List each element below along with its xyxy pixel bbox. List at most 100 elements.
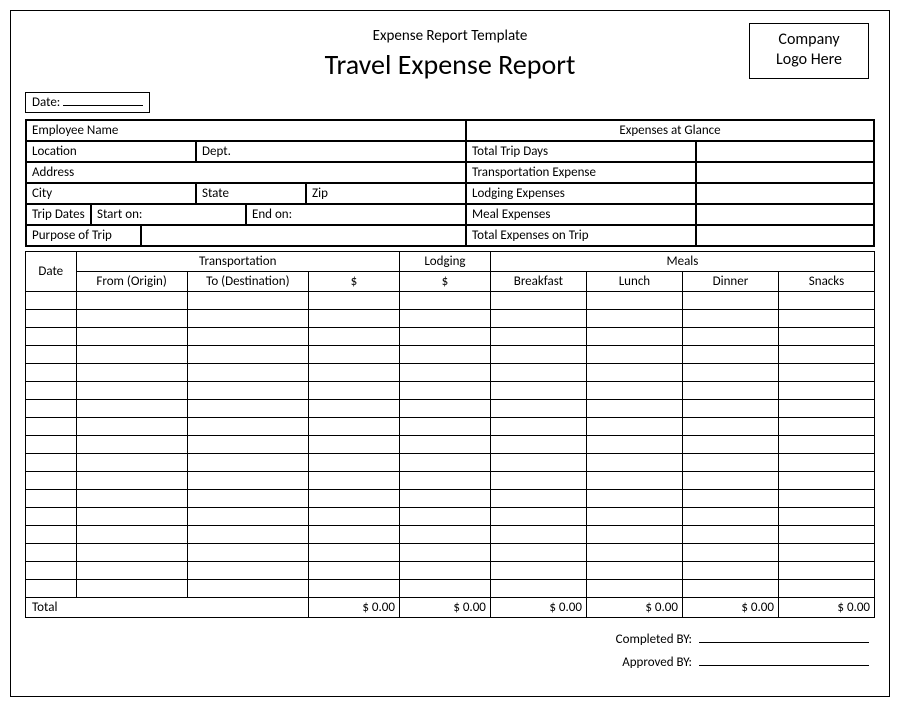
table-cell[interactable]: [187, 490, 308, 508]
table-cell[interactable]: [490, 310, 586, 328]
table-cell[interactable]: [586, 310, 682, 328]
table-cell[interactable]: [26, 310, 77, 328]
table-cell[interactable]: [399, 436, 490, 454]
table-cell[interactable]: [682, 454, 778, 472]
table-row[interactable]: [26, 580, 875, 598]
table-cell[interactable]: [490, 382, 586, 400]
table-cell[interactable]: [682, 490, 778, 508]
table-cell[interactable]: [490, 544, 586, 562]
table-cell[interactable]: [490, 400, 586, 418]
table-cell[interactable]: [187, 580, 308, 598]
table-row[interactable]: [26, 544, 875, 562]
table-cell[interactable]: [586, 418, 682, 436]
table-cell[interactable]: [490, 508, 586, 526]
table-cell[interactable]: [778, 490, 874, 508]
table-cell[interactable]: [26, 544, 77, 562]
table-cell[interactable]: [308, 346, 399, 364]
table-cell[interactable]: [399, 310, 490, 328]
table-cell[interactable]: [76, 292, 187, 310]
table-cell[interactable]: [490, 292, 586, 310]
table-cell[interactable]: [399, 382, 490, 400]
table-cell[interactable]: [490, 490, 586, 508]
table-cell[interactable]: [308, 382, 399, 400]
table-cell[interactable]: [778, 526, 874, 544]
table-cell[interactable]: [187, 418, 308, 436]
table-cell[interactable]: [399, 454, 490, 472]
table-cell[interactable]: [490, 436, 586, 454]
table-cell[interactable]: [778, 328, 874, 346]
table-cell[interactable]: [399, 490, 490, 508]
table-cell[interactable]: [308, 454, 399, 472]
table-cell[interactable]: [187, 472, 308, 490]
table-cell[interactable]: [490, 364, 586, 382]
table-cell[interactable]: [308, 580, 399, 598]
table-cell[interactable]: [682, 580, 778, 598]
table-cell[interactable]: [76, 562, 187, 580]
table-cell[interactable]: [76, 364, 187, 382]
meal-expense-value[interactable]: [696, 204, 874, 225]
table-cell[interactable]: [187, 400, 308, 418]
table-cell[interactable]: [187, 508, 308, 526]
table-row[interactable]: [26, 364, 875, 382]
table-cell[interactable]: [76, 490, 187, 508]
table-cell[interactable]: [26, 292, 77, 310]
table-cell[interactable]: [76, 310, 187, 328]
table-cell[interactable]: [308, 310, 399, 328]
table-cell[interactable]: [586, 382, 682, 400]
table-cell[interactable]: [586, 490, 682, 508]
table-cell[interactable]: [76, 526, 187, 544]
total-on-trip-value[interactable]: [696, 225, 874, 246]
table-cell[interactable]: [76, 472, 187, 490]
table-cell[interactable]: [26, 436, 77, 454]
table-row[interactable]: [26, 400, 875, 418]
table-cell[interactable]: [682, 382, 778, 400]
table-cell[interactable]: [490, 472, 586, 490]
table-cell[interactable]: [26, 400, 77, 418]
table-cell[interactable]: [586, 544, 682, 562]
table-cell[interactable]: [778, 472, 874, 490]
table-cell[interactable]: [682, 328, 778, 346]
table-cell[interactable]: [187, 382, 308, 400]
transport-expense-value[interactable]: [696, 162, 874, 183]
table-cell[interactable]: [308, 526, 399, 544]
table-cell[interactable]: [187, 436, 308, 454]
table-cell[interactable]: [682, 346, 778, 364]
table-cell[interactable]: [682, 562, 778, 580]
table-row[interactable]: [26, 436, 875, 454]
table-cell[interactable]: [26, 364, 77, 382]
table-cell[interactable]: [308, 490, 399, 508]
table-cell[interactable]: [682, 544, 778, 562]
table-cell[interactable]: [26, 472, 77, 490]
table-cell[interactable]: [399, 508, 490, 526]
table-cell[interactable]: [308, 436, 399, 454]
completed-by-line[interactable]: [699, 642, 869, 643]
table-cell[interactable]: [187, 328, 308, 346]
table-cell[interactable]: [187, 562, 308, 580]
table-cell[interactable]: [586, 526, 682, 544]
table-cell[interactable]: [308, 418, 399, 436]
table-cell[interactable]: [682, 400, 778, 418]
table-cell[interactable]: [586, 328, 682, 346]
table-cell[interactable]: [308, 472, 399, 490]
table-cell[interactable]: [187, 292, 308, 310]
table-cell[interactable]: [490, 562, 586, 580]
table-cell[interactable]: [490, 580, 586, 598]
table-cell[interactable]: [490, 346, 586, 364]
table-cell[interactable]: [586, 400, 682, 418]
table-cell[interactable]: [586, 436, 682, 454]
lodging-expense-value[interactable]: [696, 183, 874, 204]
table-cell[interactable]: [778, 580, 874, 598]
table-cell[interactable]: [778, 454, 874, 472]
table-cell[interactable]: [682, 418, 778, 436]
table-cell[interactable]: [778, 544, 874, 562]
table-cell[interactable]: [26, 508, 77, 526]
table-row[interactable]: [26, 310, 875, 328]
table-cell[interactable]: [399, 328, 490, 346]
table-cell[interactable]: [682, 310, 778, 328]
purpose-value[interactable]: [141, 225, 466, 246]
table-cell[interactable]: [490, 418, 586, 436]
table-cell[interactable]: [76, 508, 187, 526]
table-cell[interactable]: [76, 400, 187, 418]
table-cell[interactable]: [586, 472, 682, 490]
table-row[interactable]: [26, 472, 875, 490]
